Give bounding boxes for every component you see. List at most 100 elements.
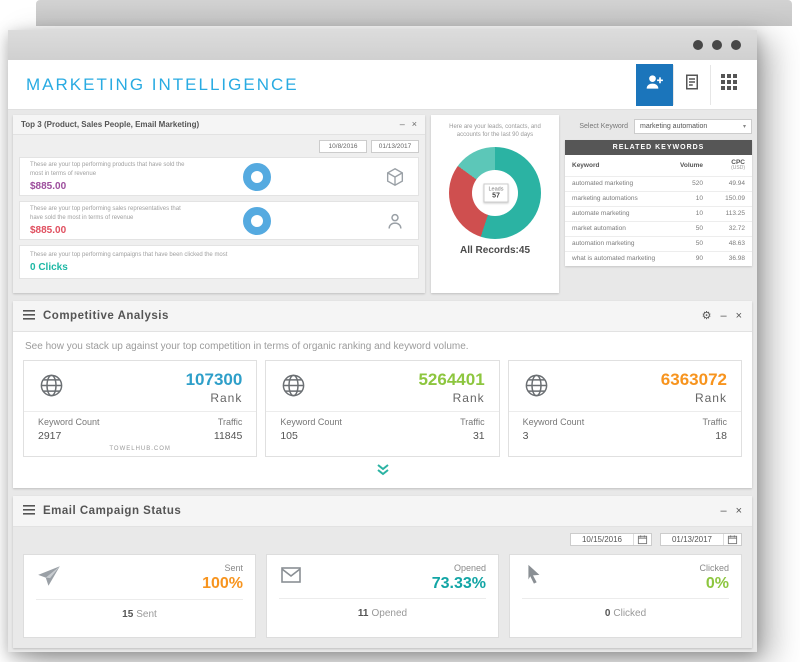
keyword-cell: automated marketing	[572, 180, 634, 188]
leads-donut-chart: Leads 57	[449, 146, 541, 239]
volume-cell: 10	[695, 195, 703, 203]
keyword-select[interactable]: marketing automation ▾	[634, 119, 752, 134]
col-cpc-unit: (USD)	[731, 165, 745, 172]
paper-plane-icon	[36, 563, 62, 594]
dashboard-content: Top 3 (Product, Sales People, Email Mark…	[8, 110, 757, 652]
keyword-row[interactable]: automated marketing 520 49.94	[565, 175, 752, 191]
email-date-from-input[interactable]	[571, 534, 633, 545]
keyword-count-label: Keyword Count	[280, 417, 342, 427]
email-title: Email Campaign Status	[43, 505, 182, 517]
email-date-from	[570, 533, 652, 546]
related-keywords-title: RELATED KEYWORDS	[565, 140, 752, 155]
rank-value: 5264401	[418, 370, 485, 389]
card-label: Sent	[224, 563, 243, 573]
row-description: These are your top performing sales repr…	[30, 206, 181, 221]
related-keywords-table: RELATED KEYWORDS Keyword Volume CPC (USD…	[565, 140, 752, 266]
gear-icon[interactable]: ⚙	[701, 309, 712, 322]
email-date-to-input[interactable]	[661, 534, 723, 545]
top3-date-to-input[interactable]	[371, 140, 419, 153]
keywords-table-header: Keyword Volume CPC (USD)	[565, 155, 752, 176]
competitive-title: Competitive Analysis	[43, 310, 169, 322]
reports-button[interactable]	[673, 64, 710, 105]
menu-icon	[23, 502, 35, 520]
rank-label: Rank	[210, 391, 243, 405]
person-icon	[382, 211, 408, 231]
calendar-icon[interactable]	[723, 534, 741, 545]
keyword-count-value: 3	[522, 430, 529, 442]
competitor-card: 6363072 Rank Keyword Count Traffic 3 18	[507, 360, 742, 457]
calendar-icon[interactable]	[633, 534, 651, 545]
window-dot	[693, 40, 703, 50]
apps-grid-button[interactable]	[710, 64, 747, 105]
leads-badge-label: Leads	[488, 186, 504, 193]
keyword-cell: marketing automations	[572, 195, 638, 203]
leads-panel: Here are your leads, contacts, and accou…	[431, 115, 559, 293]
close-button[interactable]: ×	[735, 309, 742, 322]
traffic-label: Traffic	[460, 417, 485, 427]
select-keyword-label: Select Keyword	[579, 123, 628, 130]
volume-cell: 50	[695, 240, 703, 248]
double-chevron-down-icon	[376, 463, 390, 480]
competitor-domain	[509, 444, 741, 456]
top3-title: Top 3 (Product, Sales People, Email Mark…	[21, 120, 200, 129]
rank-value: 107300	[185, 370, 243, 389]
expand-more-button[interactable]	[13, 459, 752, 488]
minimize-button[interactable]: –	[720, 504, 727, 517]
top3-panel: Top 3 (Product, Sales People, Email Mark…	[13, 115, 425, 293]
traffic-label: Traffic	[702, 417, 727, 427]
close-button[interactable]: ×	[735, 504, 742, 517]
sent-card: Sent 100% 15 Sent	[23, 554, 256, 638]
background-window-bar	[36, 0, 792, 26]
close-button[interactable]: ×	[411, 119, 417, 129]
rank-label: Rank	[694, 391, 727, 405]
globe-icon	[523, 372, 550, 404]
volume-cell: 10	[695, 210, 703, 218]
window-titlebar	[8, 30, 757, 60]
top3-date-from-input[interactable]	[319, 140, 367, 153]
opened-card: Opened 73.33% 11 Opened	[266, 554, 499, 638]
email-date-to	[660, 533, 742, 546]
row-value: $885.00	[30, 180, 67, 192]
cpc-cell: 36.98	[728, 255, 745, 263]
volume-cell: 50	[695, 225, 703, 233]
top3-panel-header: Top 3 (Product, Sales People, Email Mark…	[13, 115, 425, 135]
leads-badge-value: 57	[492, 192, 500, 200]
keyword-count-value: 2917	[38, 430, 62, 442]
card-count-label: Opened	[371, 608, 408, 619]
cursor-icon	[522, 563, 544, 590]
volume-cell: 520	[692, 180, 703, 188]
keyword-row[interactable]: marketing automations 10 150.09	[565, 190, 752, 206]
keyword-cell: market automation	[572, 225, 626, 233]
card-percentage: 73.33%	[431, 575, 486, 592]
add-user-button[interactable]	[636, 63, 673, 106]
col-cpc: CPC	[731, 159, 745, 166]
rank-value: 6363072	[660, 370, 727, 389]
window-dot	[712, 40, 722, 50]
minimize-button[interactable]: –	[720, 309, 727, 322]
traffic-value: 18	[715, 430, 727, 442]
globe-icon	[280, 372, 307, 404]
envelope-icon	[279, 563, 303, 592]
top3-salespeople-row: These are your top performing sales repr…	[19, 201, 419, 240]
card-percentage: 100%	[202, 575, 243, 592]
minimize-button[interactable]: –	[399, 119, 405, 129]
top3-campaigns-row: These are your top performing campaigns …	[19, 245, 419, 279]
keyword-row[interactable]: market automation 50 32.72	[565, 220, 752, 236]
keyword-row[interactable]: automate marketing 10 113.25	[565, 205, 752, 221]
card-count: 15	[122, 609, 134, 620]
header-buttons	[636, 63, 747, 106]
keyword-row[interactable]: automation marketing 50 48.63	[565, 235, 752, 251]
leads-badge: Leads 57	[483, 183, 509, 203]
keyword-row[interactable]: what is automated marketing 90 36.98	[565, 250, 752, 266]
all-records-total: All Records:45	[459, 244, 531, 256]
col-keyword: Keyword	[572, 161, 600, 169]
window-dot	[731, 40, 741, 50]
keyword-count-label: Keyword Count	[522, 417, 585, 427]
app-title: MARKETING INTELLIGENCE	[26, 74, 299, 94]
card-label: Opened	[453, 563, 486, 573]
cpc-cell: 48.63	[728, 240, 745, 248]
competitive-analysis-panel: Competitive Analysis ⚙ – × See how you s…	[13, 301, 752, 488]
cpc-cell: 32.72	[728, 225, 745, 233]
traffic-value: 31	[472, 430, 485, 442]
competitor-card: 107300 Rank Keyword Count Traffic 2917 1…	[23, 360, 258, 457]
